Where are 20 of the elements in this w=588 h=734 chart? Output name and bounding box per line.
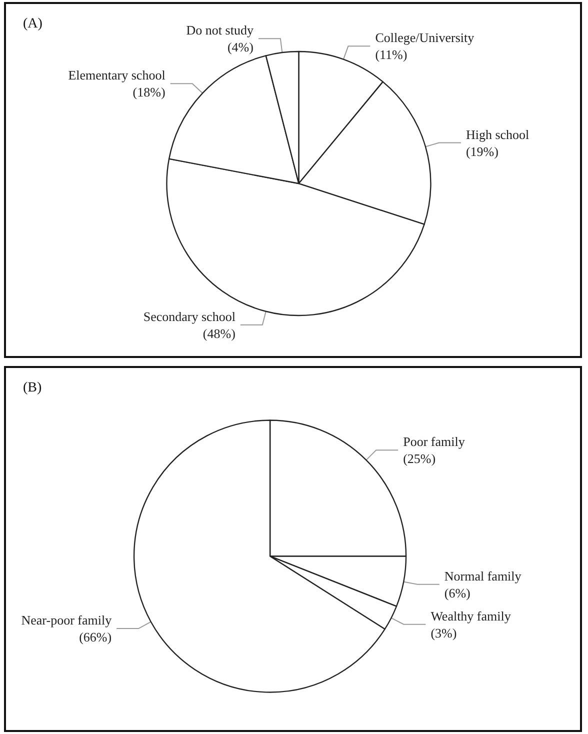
data-label: (11%) (375, 47, 408, 62)
data-label: (4%) (227, 40, 254, 55)
chart-title: (A) (23, 16, 43, 32)
data-label: (66%) (79, 630, 112, 645)
data-label: (19%) (466, 144, 498, 159)
slice-label: Wealthy family (430, 608, 512, 624)
chart-title: (B) (23, 380, 42, 396)
data-label: (48%) (202, 326, 236, 341)
data-label: (25%) (403, 451, 436, 466)
slice-label: High school (466, 126, 530, 142)
data-label: (3%) (430, 625, 457, 640)
slice-label: Normal family (444, 568, 522, 584)
data-label: (18%) (132, 84, 166, 100)
slice-label: Secondary school (143, 308, 236, 324)
slice-label: Do not study (186, 22, 254, 38)
slice-label: Near-poor family (21, 612, 112, 628)
data-label: (6%) (444, 585, 470, 600)
slice-label: Poor family (403, 434, 466, 450)
slice-label: Elementary school (68, 68, 166, 83)
slice-label: College/University (375, 30, 475, 46)
